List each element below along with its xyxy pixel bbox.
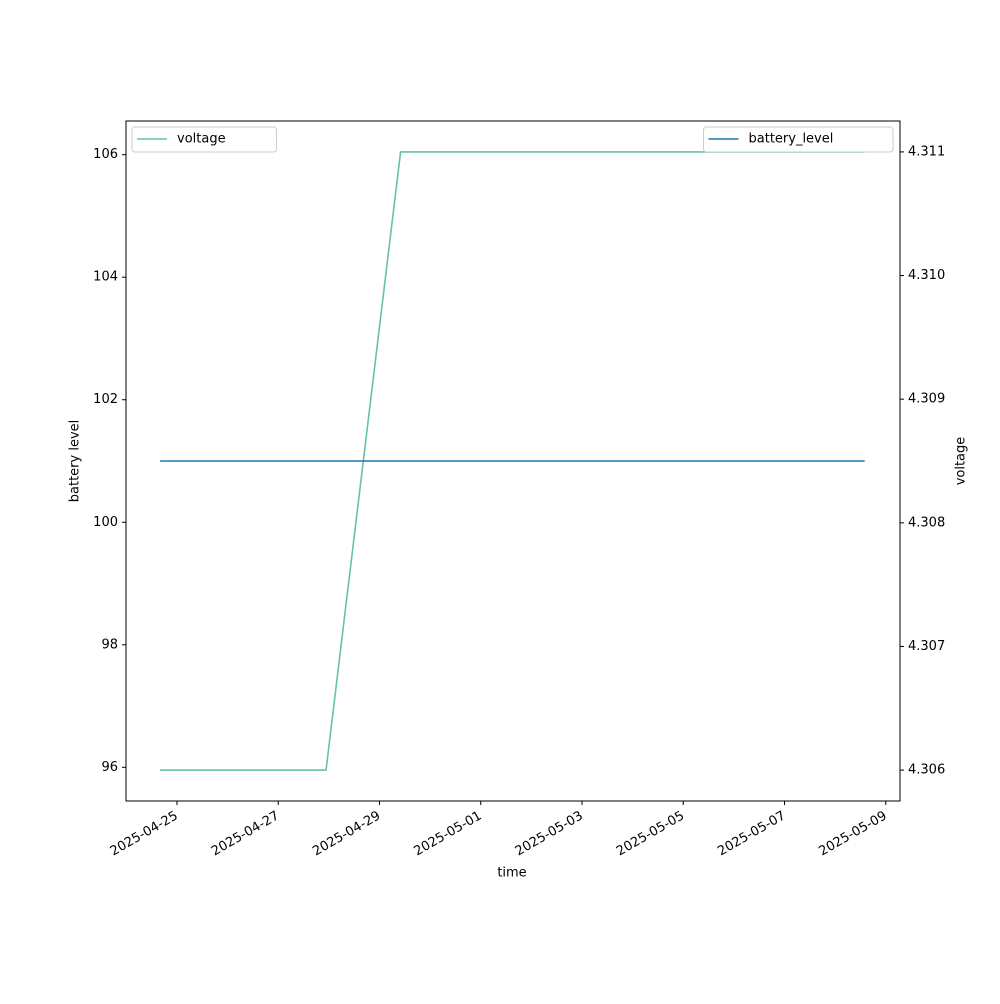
y2ticks-label: 4.309 (908, 392, 945, 407)
yticks-label: 102 (93, 392, 118, 407)
x-tick-label: 2025-05-07 (715, 809, 788, 860)
x-tick-label: 2025-04-25 (108, 809, 181, 860)
x-tick-label: 2025-04-27 (209, 809, 282, 860)
legend-label: voltage (177, 132, 226, 147)
x-tick-label: 2025-05-03 (513, 809, 586, 860)
y2-axis-label: voltage (954, 437, 969, 486)
legend-label: battery_level (749, 132, 834, 147)
y2ticks-label: 4.311 (908, 144, 945, 159)
yticks-label: 100 (93, 515, 118, 530)
yticks-label: 96 (101, 760, 118, 775)
x-tick-label: 2025-05-09 (817, 809, 890, 860)
y2ticks-label: 4.306 (908, 763, 945, 778)
yticks-label: 98 (101, 637, 118, 652)
y2ticks-label: 4.310 (908, 268, 945, 283)
y-axis-label: battery level (68, 420, 83, 503)
legend-box (703, 126, 894, 153)
legend-box (131, 126, 277, 153)
x-tick-label: 2025-05-05 (614, 809, 687, 860)
x-tick-label: 2025-05-01 (412, 809, 485, 860)
y2ticks-label: 4.307 (908, 639, 945, 654)
yticks-label: 106 (93, 147, 118, 162)
y2ticks-label: 4.308 (908, 515, 945, 530)
plot-frame (125, 120, 901, 802)
x-axis-label: time (497, 866, 526, 881)
x-tick-label: 2025-04-29 (310, 809, 383, 860)
yticks-label: 104 (93, 270, 118, 285)
